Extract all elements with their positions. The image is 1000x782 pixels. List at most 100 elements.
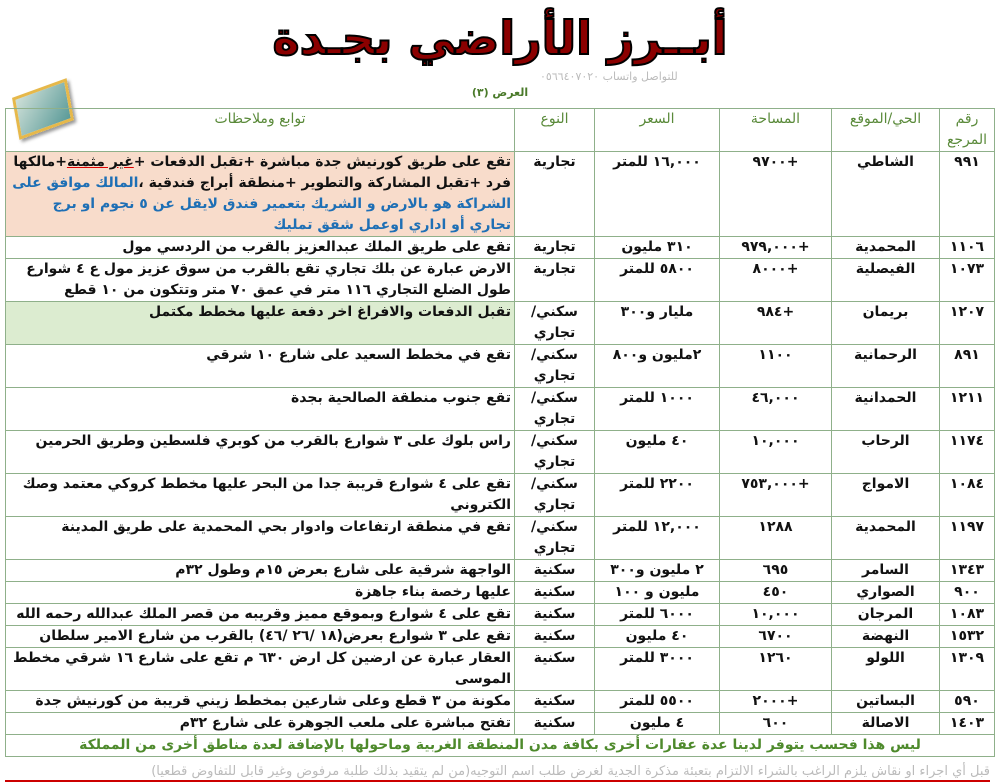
cell-price: ٢ مليون و٣٠٠ [594, 559, 720, 582]
cell-notes: تقع على طريق كورنيش جدة مباشرة +تقبل الد… [5, 151, 515, 237]
cell-ref: ١٣٤٣ [939, 559, 995, 582]
cell-type: سكني/تجاري [514, 301, 595, 345]
cell-price: ٣١٠ مليون [594, 236, 720, 259]
notes-line: الارض عبارة عن بلك تجاري تقع بالقرب من س… [26, 261, 511, 277]
table-row: ٥٩٠ البساتين +٢٠٠٠ ٥٥٠٠ للمتر سكنية مكونة من … [5, 690, 995, 713]
cell-area: ١١٠٠ [719, 344, 832, 388]
cell-district: المرجان [831, 603, 940, 626]
cell-notes: عليها رخصة بناء جاهزة [5, 581, 515, 604]
cell-notes: تقع على طريق الملك عبدالعزيز بالقرب من ا… [5, 236, 515, 259]
cell-district: النهضة [831, 625, 940, 648]
cell-type: سكني/تجاري [514, 387, 595, 431]
cell-ref: ١٥٣٢ [939, 625, 995, 648]
cell-district: بريمان [831, 301, 940, 345]
cell-district: الحمدانية [831, 387, 940, 431]
cell-price: ٢مليون و٨٠٠ [594, 344, 720, 388]
cell-type: سكني/تجاري [514, 430, 595, 474]
cell-district: المحمدية [831, 516, 940, 560]
cell-type: سكنية [514, 690, 595, 713]
cell-notes: راس بلوك على ٣ شوارع بالقرب من كوبري فلس… [5, 430, 515, 474]
cell-type: تجارية [514, 236, 595, 259]
cell-notes: تقع في منطقة ارتفاعات وادوار بحي المحمدي… [5, 516, 515, 560]
table-row: ١١٠٦ المحمدية +٩٧٩,٠٠٠ ٣١٠ مليون تجارية تقع ع… [5, 236, 995, 259]
cell-area: +٧٥٣,٠٠٠ [719, 473, 832, 517]
cell-type: سكنية [514, 559, 595, 582]
cell-notes: تقع على ٤ شوارع وبموقع مميز وقريبه من قص… [5, 603, 515, 626]
cell-notes: الارض عبارة عن بلك تجاري تقع بالقرب من س… [5, 258, 515, 302]
cell-ref: ١١٧٤ [939, 430, 995, 474]
cell-price: مليون و ١٠٠ [594, 581, 720, 604]
disclaimer: قبل أي اجراء او نقاش يلزم الراغب بالشراء… [5, 763, 990, 782]
cell-notes: تفتح مباشرة على ملعب الجوهرة على شارع ٣٢… [5, 712, 515, 735]
footer-row: ليس هذا فحسب يتوفر لدينا عدة عقارات أخرى… [5, 734, 995, 757]
cell-type: سكنية [514, 625, 595, 648]
cell-price: ٦٠٠٠ للمتر [594, 603, 720, 626]
cell-area: ١٠,٠٠٠ [719, 603, 832, 626]
notes-line: طول الضلع التجاري ١١٦ متر في عمق ٧٠ متر … [64, 282, 511, 298]
notes-part: +مالكها فرد +تقبل المشاركة والتطوير +منط… [13, 154, 511, 191]
cell-ref: ١٢١١ [939, 387, 995, 431]
header-type: النوع [514, 108, 595, 152]
cell-district: الفيصلية [831, 258, 940, 302]
contact-watermark: للتواصل واتساب ٠٥٦٦٤٠٧٠٢٠ [540, 70, 678, 83]
cell-district: الرحمانية [831, 344, 940, 388]
cell-district: اللولو [831, 647, 940, 691]
cell-ref: ١١٩٧ [939, 516, 995, 560]
table-row: ٩٩١ الشاطي +٩٧٠٠ ١٦,٠٠٠ للمتر تجارية تقع على … [5, 151, 995, 237]
cell-type: سكنية [514, 603, 595, 626]
header-ref: رقم المرجع [939, 108, 995, 152]
cell-district: المحمدية [831, 236, 940, 259]
table-row: ٩٠٠ الصواري ٤٥٠ مليون و ١٠٠ سكنية عليها رخصة … [5, 581, 995, 604]
cell-ref: ٨٩١ [939, 344, 995, 388]
cell-district: الشاطي [831, 151, 940, 237]
cell-notes: تقع على ٣ شوارع بعرض(١٨ /٢٦ /٤٦) بالقرب … [5, 625, 515, 648]
cell-ref: ١٤٠٣ [939, 712, 995, 735]
cell-price: ١٦,٠٠٠ للمتر [594, 151, 720, 237]
cell-ref: ١٠٨٣ [939, 603, 995, 626]
notes-partnership: المالك موافق على الشراكة هو بالارض و الش… [12, 175, 511, 233]
cell-type: سكنية [514, 712, 595, 735]
cell-area: ٦٠٠ [719, 712, 832, 735]
header-area: المساحة [719, 108, 832, 152]
cell-area: ١٢٦٠ [719, 647, 832, 691]
cell-ref: ١٣٠٩ [939, 647, 995, 691]
cell-type: سكني/تجاري [514, 344, 595, 388]
cell-price: ٤٠ مليون [594, 625, 720, 648]
cell-district: الامواج [831, 473, 940, 517]
cell-area: +٢٠٠٠ [719, 690, 832, 713]
table-row: ١١٧٤ الرحاب ١٠,٠٠٠ ٤٠ مليون سكني/تجاري راس بل… [5, 430, 995, 474]
cell-ref: ١٠٧٣ [939, 258, 995, 302]
table-row: ١٢١١ الحمدانية ٤٦,٠٠٠ ١٠٠٠ للمتر سكني/تجاري ت… [5, 387, 995, 431]
cell-price: ٢٢٠٠ للمتر [594, 473, 720, 517]
offer-number: العرض (٣) [471, 86, 529, 99]
cell-area: +٨٠٠٠ [719, 258, 832, 302]
cell-notes: تقع في مخطط السعيد على شارع ١٠ شرقي [5, 344, 515, 388]
cell-ref: ١١٠٦ [939, 236, 995, 259]
cell-price: ٥٨٠٠ للمتر [594, 258, 720, 302]
cell-price: ٥٥٠٠ للمتر [594, 690, 720, 713]
cell-price: ١٠٠٠ للمتر [594, 387, 720, 431]
cell-notes: الواجهة شرقية على شارع بعرض ١٥م وطول ٣٢م [5, 559, 515, 582]
land-listings-table: رقم المرجع الحي/الموقع المساحة السعر الن… [5, 108, 995, 757]
header-price: السعر [594, 108, 720, 152]
cell-type: سكني/تجاري [514, 473, 595, 517]
cell-area: ٤٥٠ [719, 581, 832, 604]
cell-price: ٣٠٠٠ للمتر [594, 647, 720, 691]
cell-area: +٩٧٠٠ [719, 151, 832, 237]
table-row: ١٠٨٣ المرجان ١٠,٠٠٠ ٦٠٠٠ للمتر سكنية تقع على … [5, 603, 995, 626]
table-header: رقم المرجع الحي/الموقع المساحة السعر الن… [5, 108, 995, 152]
cell-area: +٩٧٩,٠٠٠ [719, 236, 832, 259]
header-district: الحي/الموقع [831, 108, 940, 152]
table-row: ١٢٠٧ بريمان +٩٨٤ مليار و٣٠٠ سكني/تجاري تقبل ا… [5, 301, 995, 345]
cell-area: ٦٧٠٠ [719, 625, 832, 648]
cell-district: السامر [831, 559, 940, 582]
cell-district: الاصالة [831, 712, 940, 735]
cell-price: مليار و٣٠٠ [594, 301, 720, 345]
cell-area: ١٠,٠٠٠ [719, 430, 832, 474]
cell-notes: تقع جنوب منطقة الصالحية بجدة [5, 387, 515, 431]
table-row: ١٥٣٢ النهضة ٦٧٠٠ ٤٠ مليون سكنية تقع على ٣ شوا… [5, 625, 995, 648]
content: رقم المرجع الحي/الموقع المساحة السعر الن… [5, 108, 995, 782]
cell-area: ٤٦,٠٠٠ [719, 387, 832, 431]
table-row: ١١٩٧ المحمدية ١٢٨٨ ١٢,٠٠٠ للمتر سكني/تجاري تق… [5, 516, 995, 560]
cell-area: +٩٨٤ [719, 301, 832, 345]
